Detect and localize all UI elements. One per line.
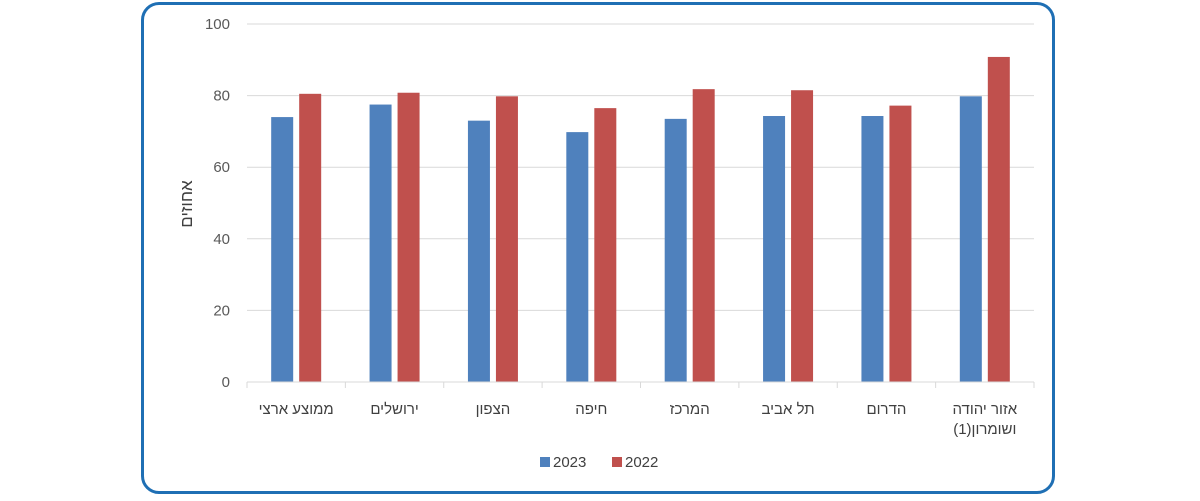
bar-2023 [566,132,589,382]
x-tick-label: הדרום [866,401,906,418]
y-tick-label: 80 [213,88,230,105]
bars [271,56,1010,383]
x-tick-label: ירושלים [370,401,418,418]
bar-2023 [369,104,392,383]
x-tick-label: אזור יהודה [952,401,1017,418]
legend-label-2022: 2022 [625,454,658,471]
legend: 2023 2022 [540,454,658,471]
y-tick-label: 0 [222,374,230,391]
x-tick-label: ממוצע ארצי [259,401,334,418]
bar-2023 [861,116,884,383]
legend-swatch-2022 [612,457,622,467]
gridlines [247,23,1034,311]
y-tick-label: 100 [205,16,230,33]
x-axis [246,381,1035,388]
bar-2023 [763,116,786,383]
y-axis-label: אחוזים [177,180,196,228]
bar-2022 [299,93,322,382]
bar-2022 [987,56,1010,382]
y-axis-ticks: 0 20 40 60 80 100 [205,16,230,391]
bar-2022 [791,90,814,382]
x-tick-label: הצפון [476,401,511,418]
bar-2023 [959,96,982,382]
legend-label-2023: 2023 [553,454,586,471]
legend-swatch-2023 [540,457,550,467]
bar-2022 [397,92,420,383]
y-tick-label: 20 [213,302,230,319]
x-tick-label: המרכז [670,401,710,418]
bar-2022 [692,89,715,382]
x-tick-label: ושומרון(1) [953,421,1016,438]
bar-2022 [495,96,518,382]
y-tick-label: 40 [213,231,230,248]
bar-2022 [889,105,912,383]
bar-2022 [594,108,617,382]
category-labels: ממוצע ארצי ירושלים הצפון חיפה המרכז תל אביב הד… [259,401,1018,438]
y-tick-label: 60 [213,159,230,176]
x-tick-label: חיפה [575,401,607,418]
bar-2023 [271,117,294,382]
bar-2023 [467,120,490,382]
x-tick-label: תל אביב [761,401,814,418]
bar-2023 [664,118,687,383]
